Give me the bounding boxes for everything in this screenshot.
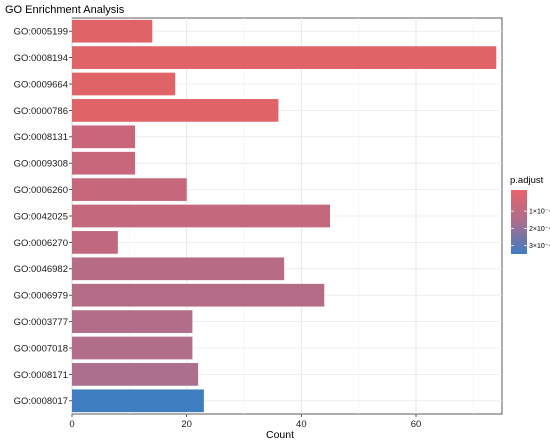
y-tick-label: GO:0009664 [14,79,68,90]
y-tick-label: GO:0008171 [14,370,68,381]
legend-tick-label: 1×10⁻⁴ [529,209,550,216]
bar [72,125,136,149]
bar [72,204,330,228]
legend-colorbar [511,190,527,254]
bar [72,231,118,254]
y-tick-label: GO:0046982 [14,264,68,275]
y-tick-label: GO:0006270 [14,238,68,249]
bar [72,19,153,43]
y-tick-label: GO:0006979 [14,291,68,302]
y-tick-label: GO:0008017 [14,396,68,407]
bar [72,72,176,96]
y-axis-ticks: GO:0005199 GO:0008194 GO:0009664 GO:0000786… [14,27,72,407]
bar [72,283,325,307]
bar [72,257,285,281]
bar [72,310,193,333]
x-axis-title: Count [266,429,294,441]
y-tick-label: GO:0007018 [14,343,68,354]
legend-ticks: 1×10⁻⁴ 2×10⁻⁴ 3×10⁻⁴ [511,209,550,250]
x-tick-label: 40 [296,419,307,430]
x-axis-ticks: 0 20 40 60 [69,414,421,430]
bar [72,389,204,413]
bar [72,363,199,386]
bar [72,151,136,175]
y-tick-label: GO:0008194 [14,53,68,64]
bar [72,99,279,122]
x-tick-label: 20 [181,419,192,430]
bar [72,336,193,360]
bars [72,19,497,413]
legend: p.adjust 1×10⁻⁴ 2×10⁻⁴ 3×10⁻⁴ [510,175,550,254]
y-tick-label: GO:0008131 [14,132,68,143]
y-tick-label: GO:0006260 [14,185,68,196]
y-tick-label: GO:0009308 [14,159,68,170]
legend-tick-label: 3×10⁻⁴ [529,243,550,250]
chart-title: GO Enrichment Analysis [5,4,125,16]
legend-tick-label: 2×10⁻⁴ [529,226,550,233]
bar [72,178,187,201]
y-tick-label: GO:0042025 [14,211,68,222]
bar [72,46,497,69]
x-tick-label: 60 [411,419,422,430]
y-tick-label: GO:0003777 [14,317,68,328]
legend-title: p.adjust [510,175,544,186]
y-tick-label: GO:0005199 [14,27,68,38]
x-tick-label: 0 [69,419,74,430]
y-tick-label: GO:0000786 [14,106,68,117]
